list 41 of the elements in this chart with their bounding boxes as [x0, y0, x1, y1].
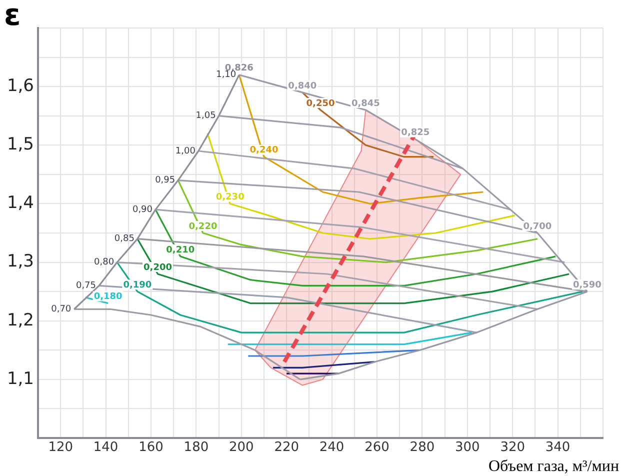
x-tick-label: 220: [274, 440, 300, 456]
x-tick-label: 240: [319, 440, 344, 456]
series-label: 1,10: [216, 70, 236, 80]
x-tick-label: 140: [93, 440, 118, 456]
y-axis-title: ε: [4, 0, 21, 33]
x-tick-label: 200: [228, 440, 254, 456]
x-tick-label: 260: [364, 440, 390, 456]
annotation: 0,190: [123, 280, 152, 290]
y-tick-label: 1,6: [6, 76, 34, 96]
series-label: 0,70: [51, 304, 72, 314]
annotation: 0,230: [216, 192, 244, 203]
y-tick-label: 1,4: [6, 193, 34, 214]
y-tick-label: 1,5: [6, 134, 34, 155]
x-tick-label: 180: [184, 440, 209, 456]
annotation: 0,840: [288, 81, 317, 92]
annotation: 0,220: [188, 222, 218, 232]
series-label: 1,00: [175, 146, 196, 156]
y-tick-label: 1,1: [6, 368, 34, 389]
x-tick-label: 340: [545, 440, 570, 456]
annotation: 0,700: [523, 222, 552, 232]
series-label: 1,05: [196, 111, 216, 122]
annotation: 0,200: [144, 262, 172, 273]
x-tick-label: 320: [500, 440, 526, 456]
series-label: 0,75: [76, 281, 96, 292]
series-label: 0,85: [114, 234, 134, 244]
y-tick-label: 1,3: [6, 252, 34, 272]
x-tick-label: 280: [410, 440, 435, 456]
y-tick-label: 1,2: [6, 310, 34, 330]
annotation: 0,590: [572, 280, 602, 290]
series-label: 0,95: [155, 176, 176, 186]
annotation: 0,240: [250, 146, 278, 156]
annotation: 0,210: [166, 245, 195, 256]
annotation: 0,250: [306, 98, 335, 109]
series-label: 0,80: [94, 258, 114, 268]
x-tick-label: 120: [48, 440, 74, 456]
annotation: 0,180: [94, 292, 122, 302]
x-axis-title: Объем газа, м³/мин: [488, 458, 620, 476]
annotation: 0,845: [351, 98, 380, 109]
x-tick-label: 160: [138, 440, 164, 456]
x-tick-label: 300: [454, 440, 480, 456]
series-label: 0,90: [132, 204, 153, 215]
